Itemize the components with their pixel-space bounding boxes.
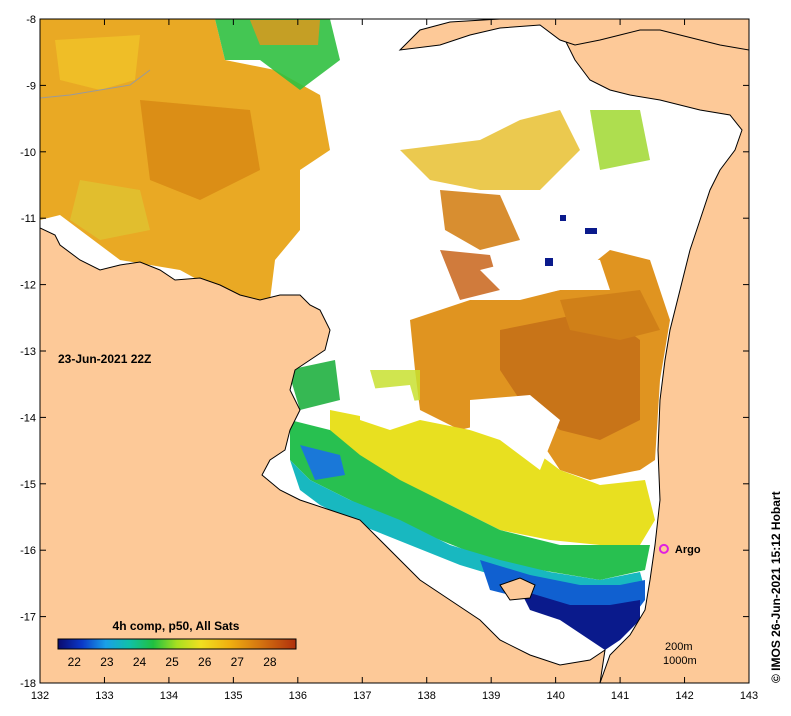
lon-tick-label: 135 — [224, 690, 242, 702]
island-south — [499, 577, 536, 601]
lat-tick-label: -8 — [26, 14, 36, 26]
lat-tick-label: -16 — [20, 545, 36, 557]
lat-tick-label: -12 — [20, 280, 36, 292]
lon-tick-label: 141 — [611, 690, 629, 702]
lon-tick-label: 132 — [31, 690, 49, 702]
colorbar-tick-label: 28 — [263, 655, 277, 669]
timestamp-label: 23-Jun-2021 22Z — [58, 352, 151, 366]
lat-tick-label: -15 — [20, 479, 36, 491]
contour-200m-label: 200m — [665, 641, 693, 653]
colorbar-tick-label: 22 — [68, 655, 82, 669]
colorbar: 4h comp, p50, All Sats 22 23 24 25 26 27 28 — [57, 619, 297, 669]
colorbar-gradient — [57, 638, 297, 650]
lon-tick-label: 134 — [160, 690, 178, 702]
lon-tick-label: 142 — [675, 690, 693, 702]
lat-tick-label: -11 — [21, 213, 36, 225]
lon-tick-label: 136 — [289, 690, 307, 702]
lon-tick-label: 138 — [418, 690, 436, 702]
contour-1000m-label: 1000m — [663, 655, 697, 667]
colorbar-tick-label: 24 — [133, 655, 147, 669]
lon-tick-label: 139 — [482, 690, 500, 702]
credit-text: © IMOS 26-Jun-2021 15:12 Hobart — [769, 491, 783, 683]
lat-axis: -8 -9 -10 -11 -12 -13 -14 -15 -16 -17 -18 — [20, 14, 749, 690]
colorbar-tick-label: 27 — [231, 655, 245, 669]
lon-tick-label: 143 — [740, 690, 758, 702]
lat-tick-label: -9 — [26, 80, 36, 92]
lon-tick-label: 140 — [546, 690, 564, 702]
lon-tick-label: 137 — [353, 690, 371, 702]
contour-legend: 200m 1000m — [663, 641, 697, 667]
lat-tick-label: -18 — [20, 678, 36, 690]
arnhem-land — [40, 227, 606, 683]
lon-tick-label: 133 — [95, 690, 113, 702]
sst-layer — [40, 19, 670, 650]
colorbar-tick-label: 23 — [100, 655, 114, 669]
new-guinea — [398, 19, 749, 51]
lat-tick-label: -14 — [20, 412, 36, 424]
argo-float-icon — [658, 543, 669, 554]
colorbar-ticks: 22 23 24 25 26 27 28 — [68, 655, 277, 669]
argo-label: Argo — [675, 544, 701, 556]
colorbar-title: 4h comp, p50, All Sats — [113, 619, 240, 633]
lat-tick-label: -17 — [20, 612, 36, 624]
bathymetry-contour — [40, 69, 151, 99]
lon-axis: 132 133 134 135 136 137 138 139 140 141 142 143 — [31, 19, 758, 702]
cape-york — [559, 19, 749, 683]
lat-tick-label: -13 — [20, 346, 36, 358]
land-layer — [40, 19, 749, 683]
colorbar-tick-label: 26 — [198, 655, 212, 669]
argo-marker: Argo — [658, 543, 701, 556]
lat-tick-label: -10 — [20, 147, 36, 159]
colorbar-tick-label: 25 — [165, 655, 179, 669]
